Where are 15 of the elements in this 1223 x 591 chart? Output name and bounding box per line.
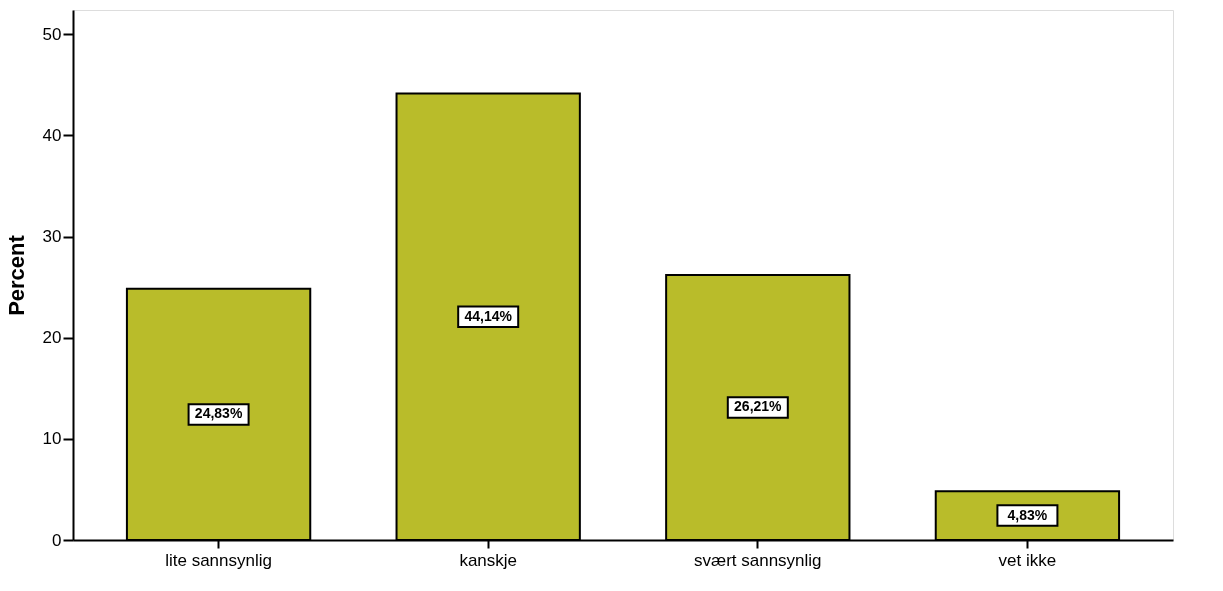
data-label: 26,21% bbox=[734, 398, 783, 415]
y-tick-label: 50 bbox=[42, 24, 62, 44]
x-tick-label: svært sannsynlig bbox=[694, 550, 822, 570]
y-tick-label: 30 bbox=[42, 227, 62, 247]
y-tick-label: 0 bbox=[52, 530, 62, 550]
data-label: 44,14% bbox=[464, 307, 513, 324]
y-tick-label: 40 bbox=[42, 125, 62, 145]
x-tick-label: vet ikke bbox=[998, 550, 1057, 570]
x-tick-label: kanskje bbox=[459, 550, 518, 570]
y-tick-label: 20 bbox=[42, 328, 62, 348]
y-axis-title: Percent bbox=[3, 234, 29, 316]
data-label: 24,83% bbox=[194, 405, 243, 422]
x-tick-label: lite sannsynlig bbox=[165, 550, 272, 570]
y-tick-label: 10 bbox=[42, 429, 62, 449]
data-label: 4,83% bbox=[1007, 506, 1048, 523]
